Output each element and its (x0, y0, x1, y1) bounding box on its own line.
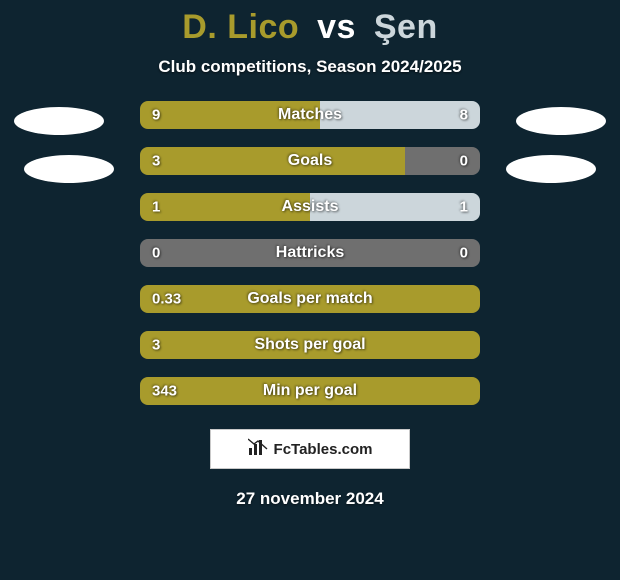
stat-value-left: 3 (152, 337, 160, 354)
comparison-card: D. Lico vs Şen Club competitions, Season… (0, 0, 620, 580)
stat-label: Matches (278, 106, 342, 124)
body-area: 9 Matches 8 3 Goals 0 1 Assists 1 0 Hattricks 0 0.33… (0, 101, 620, 405)
stat-value-left: 1 (152, 199, 160, 216)
stat-row: 1 Assists 1 (140, 193, 480, 221)
stat-value-left: 0 (152, 245, 160, 262)
bar-chart-icon (248, 438, 268, 461)
bar-right (405, 147, 480, 175)
stats-list: 9 Matches 8 3 Goals 0 1 Assists 1 0 Hattricks 0 0.33… (140, 101, 480, 405)
player1-name: D. Lico (182, 8, 299, 46)
stat-label: Goals per match (247, 290, 372, 308)
stat-label: Min per goal (263, 382, 357, 400)
page-title: D. Lico vs Şen (0, 8, 620, 47)
stat-value-left: 343 (152, 383, 177, 400)
watermark: FcTables.com (210, 429, 410, 469)
subtitle: Club competitions, Season 2024/2025 (0, 57, 620, 77)
watermark-text: FcTables.com (274, 441, 373, 458)
stat-label: Hattricks (276, 244, 344, 262)
player2-name: Şen (374, 8, 438, 46)
stat-label: Assists (282, 198, 339, 216)
stat-value-right: 1 (460, 199, 468, 216)
stat-value-left: 3 (152, 153, 160, 170)
stat-row: 3 Shots per goal (140, 331, 480, 359)
bar-right (320, 101, 480, 129)
stat-value-right: 8 (460, 107, 468, 124)
vs-text: vs (317, 8, 356, 46)
side-oval (506, 155, 596, 183)
stat-row: 0 Hattricks 0 (140, 239, 480, 267)
stat-row: 9 Matches 8 (140, 101, 480, 129)
side-oval (516, 107, 606, 135)
side-oval (24, 155, 114, 183)
footer-date: 27 november 2024 (0, 489, 620, 509)
stat-value-left: 0.33 (152, 291, 181, 308)
stat-row: 343 Min per goal (140, 377, 480, 405)
bar-left (140, 147, 405, 175)
side-oval (14, 107, 104, 135)
stat-label: Shots per goal (254, 336, 365, 354)
stat-row: 3 Goals 0 (140, 147, 480, 175)
stat-value-right: 0 (460, 245, 468, 262)
stat-label: Goals (288, 152, 332, 170)
stat-row: 0.33 Goals per match (140, 285, 480, 313)
stat-value-left: 9 (152, 107, 160, 124)
stat-value-right: 0 (460, 153, 468, 170)
